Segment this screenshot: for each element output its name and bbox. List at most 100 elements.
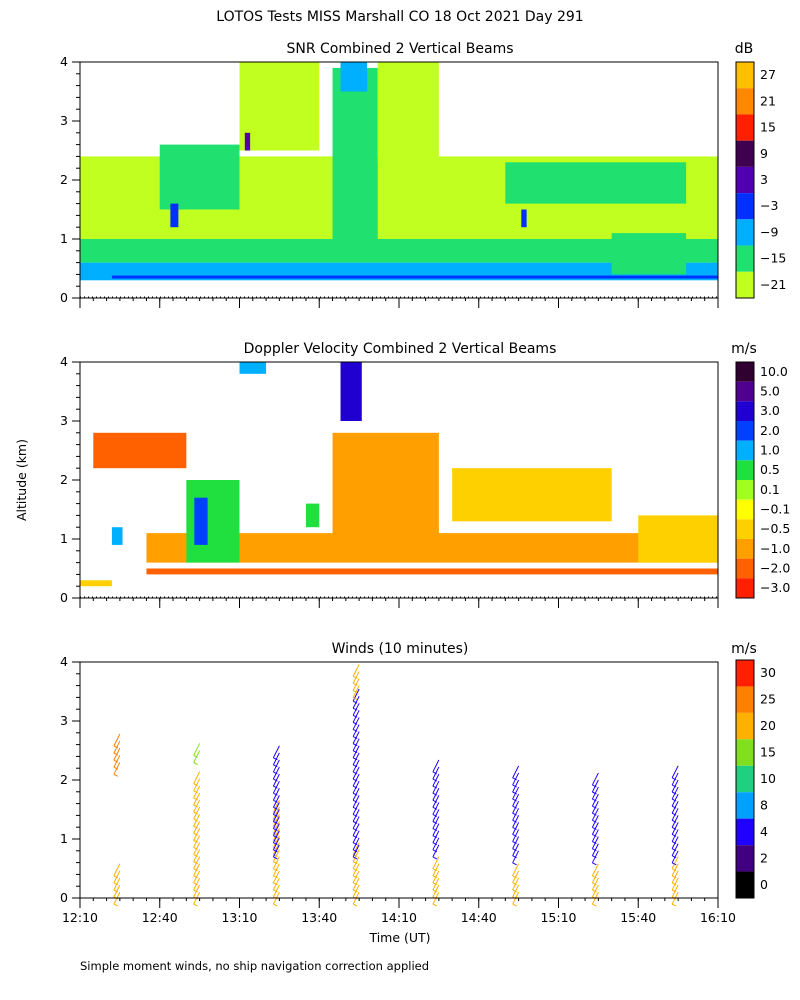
doppler-colorbar-swatch (736, 362, 754, 382)
wind-barb-flag (193, 882, 198, 886)
wind-barb-flag (273, 849, 278, 853)
doppler-ytick-label: 0 (60, 590, 68, 605)
wind-barb-flag (592, 855, 597, 859)
wind-barb-flag (352, 778, 358, 782)
snr-colorbar-swatch (736, 114, 754, 141)
wind-barb-flag (273, 771, 278, 775)
doppler-colorbar-swatch (736, 381, 754, 402)
winds-colorbar-swatch (736, 818, 754, 846)
wind-barb-flag (352, 835, 358, 839)
doppler-region (93, 432, 187, 469)
doppler-region (111, 527, 123, 545)
wind-barb-flag (512, 855, 517, 859)
doppler-region (146, 568, 719, 575)
winds-xtick-label: 14:40 (461, 910, 497, 925)
snr-colorbar-label: 27 (760, 67, 776, 82)
doppler-colorbar-label: −1.0 (760, 541, 790, 556)
wind-barb (671, 856, 679, 869)
wind-barb (193, 771, 201, 784)
wind-barb-flag (671, 812, 677, 816)
wind-barb (512, 863, 520, 877)
wind-barb (671, 765, 679, 779)
snr-colorbar-label: −21 (760, 277, 786, 292)
winds-colorbar-label: 10 (760, 771, 776, 786)
wind-barb-flag (432, 785, 438, 789)
doppler-colorbar-swatch (736, 539, 754, 559)
wind-barb-flag (352, 750, 358, 754)
wind-barb-flag (512, 889, 517, 893)
winds-ytick-label: 0 (60, 890, 68, 905)
winds-title: Winds (10 minutes) (332, 641, 469, 657)
wind-barb-flag (352, 729, 358, 732)
wind-barb-flag (512, 834, 517, 837)
wind-barb-flag (352, 721, 358, 725)
wind-barb-flag (352, 757, 358, 761)
footnote: Simple moment winds, no ship navigation … (80, 959, 429, 973)
wind-barb-flag (592, 889, 597, 893)
winds-ytick-label: 2 (60, 772, 68, 787)
doppler-axes (72, 361, 719, 608)
wind-barb (352, 688, 360, 702)
snr-title: SNR Combined 2 Vertical Beams (286, 41, 513, 57)
wind-barb-flag (592, 812, 597, 816)
wind-barb-flag (512, 791, 517, 795)
wind-barb (352, 664, 360, 677)
wind-barb-flag (193, 875, 198, 879)
wind-barb-flag (193, 790, 198, 794)
wind-barb-flag (273, 868, 278, 872)
doppler-region (80, 580, 112, 587)
wind-barb-flag (671, 889, 677, 893)
doppler-region (638, 515, 718, 563)
wind-barb-flag (273, 856, 278, 860)
winds-colorbar-label: 30 (760, 665, 776, 680)
winds-ytick-label: 3 (60, 713, 68, 728)
x-axis-label: Time (UT) (368, 930, 430, 945)
wind-barb-flag (512, 848, 517, 852)
doppler-colorbar-unit: m/s (731, 341, 757, 357)
wind-barb (272, 745, 280, 759)
snr-colorbar-label: −3 (760, 198, 778, 213)
snr-region (340, 62, 368, 92)
wind-barb-flag (193, 903, 198, 907)
snr-ytick-label: 2 (60, 172, 68, 187)
snr-colorbar-label: 21 (760, 93, 776, 108)
winds-colorbar-label: 25 (760, 692, 776, 707)
wind-barb-flag (592, 862, 597, 866)
winds-xticks: 12:10 12:40 13:10 13:40 14:10 14:40 15:10 15:40… (62, 910, 736, 925)
wind-barb-flag (432, 842, 438, 846)
wind-barb-flag (273, 821, 278, 824)
snr-region (244, 132, 251, 151)
wind-barb-flag (592, 875, 597, 879)
winds-barbs (113, 664, 679, 907)
wind-barb-flag (273, 889, 278, 893)
wind-barb (432, 759, 440, 773)
wind-barb-flag (432, 792, 438, 796)
winds-xtick-label: 12:40 (142, 910, 178, 925)
wind-barb-flag (671, 875, 677, 879)
wind-barb-flag (592, 826, 597, 830)
doppler-region (452, 468, 612, 522)
snr-region (521, 209, 527, 228)
snr-yticks: 0 1 2 3 4 (60, 54, 68, 305)
wind-barb-flag (671, 855, 677, 859)
doppler-colorbar-swatch (736, 421, 754, 441)
doppler-yticks: 0 1 2 3 4 (60, 354, 68, 605)
winds-xtick-label: 13:10 (221, 910, 257, 925)
wind-barb-flag (193, 868, 198, 872)
wind-barb-flag (592, 798, 597, 802)
wind-barb-flag (352, 675, 358, 679)
wind-barb-flag (193, 754, 198, 758)
wind-barb-flag (273, 806, 278, 810)
wind-barb-flag (352, 861, 358, 865)
wind-barb-flag (113, 745, 119, 749)
wind-barb-flag (113, 773, 119, 777)
wind-barb-flag (273, 903, 278, 907)
wind-barb-flag (193, 818, 198, 822)
wind-barb-flag (113, 759, 119, 763)
snr-colorbar-label: 9 (760, 146, 768, 161)
wind-barb-flag (671, 819, 677, 823)
wind-barb-flag (352, 875, 358, 879)
winds-xtick-label: 14:10 (381, 910, 417, 925)
snr-region (332, 67, 378, 240)
